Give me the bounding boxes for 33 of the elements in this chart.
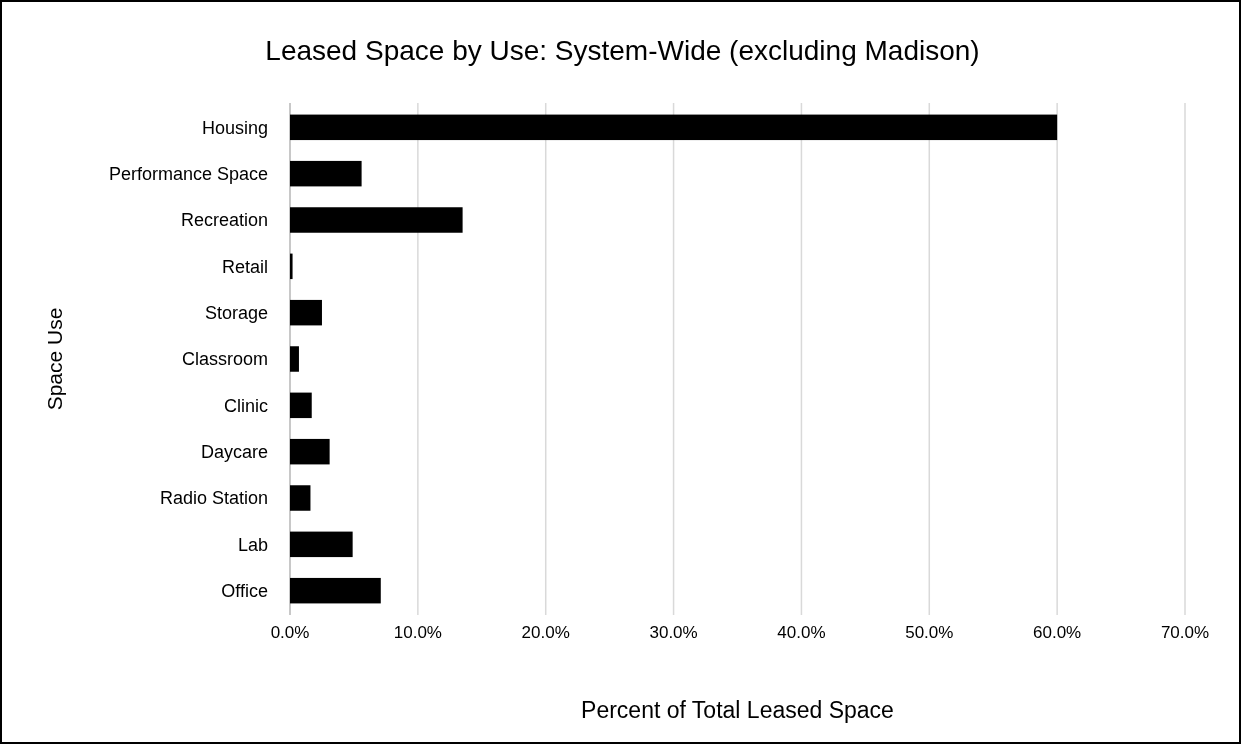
y-axis-title: Space Use (43, 307, 66, 411)
bar (290, 253, 293, 280)
y-tick-label: Lab (237, 534, 268, 555)
y-tick-label: Storage (204, 302, 268, 323)
bar (290, 160, 362, 187)
bar (290, 346, 299, 372)
chart-title: Leased Space by Use: System-Wide (excluding Madison) (265, 35, 980, 66)
y-tick-label: Radio Station (159, 488, 268, 509)
bar (290, 531, 353, 558)
bar (290, 577, 381, 604)
y-tick-label: Daycare (200, 441, 268, 462)
y-tick-label: Office (221, 580, 268, 601)
y-tick-label: Classroom (181, 349, 268, 370)
bar (290, 392, 312, 419)
bar (290, 485, 311, 511)
x-tick-label: 70.0% (1160, 623, 1210, 642)
y-tick-label: Recreation (180, 210, 268, 231)
x-tick-label: 30.0% (649, 623, 698, 642)
bar (290, 438, 330, 465)
y-tick-label: Clinic (223, 395, 268, 416)
x-tick-label: 50.0% (905, 623, 954, 642)
x-tick-label: 40.0% (777, 623, 826, 642)
x-axis-title: Percent of Total Leased Space (581, 697, 894, 723)
y-tick-label: Housing (201, 117, 268, 138)
x-tick-label: 0.0% (270, 623, 310, 642)
x-tick-label: 60.0% (1033, 623, 1082, 642)
bar (290, 207, 463, 233)
bar (290, 114, 1058, 141)
bar (290, 299, 322, 326)
x-tick-label: 10.0% (393, 623, 442, 642)
y-tick-label: Retail (221, 256, 268, 277)
x-tick-label: 20.0% (521, 623, 570, 642)
y-tick-label: Performance Space (108, 163, 268, 184)
